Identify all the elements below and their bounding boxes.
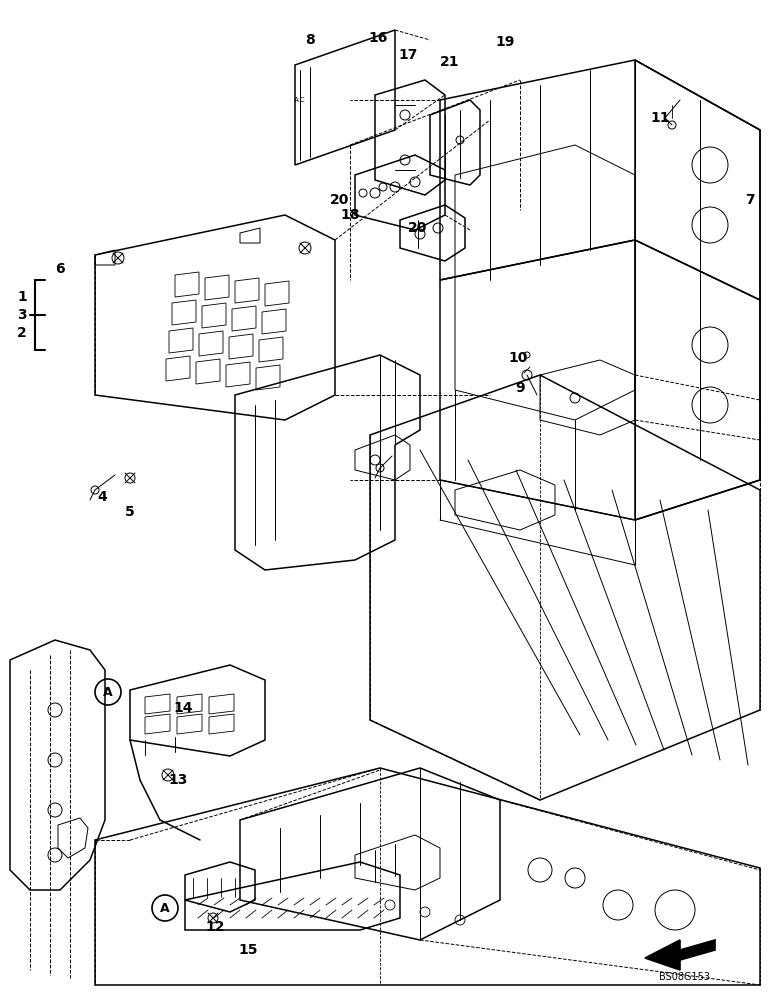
Text: 11: 11 <box>650 111 670 125</box>
Text: 19: 19 <box>496 35 515 49</box>
Text: 9: 9 <box>515 381 525 395</box>
Text: 16: 16 <box>368 31 388 45</box>
Text: 15: 15 <box>239 943 258 957</box>
Text: A.C: A.C <box>294 97 306 103</box>
Text: 20: 20 <box>408 221 428 235</box>
Text: 14: 14 <box>173 701 193 715</box>
Polygon shape <box>645 940 715 970</box>
Text: 5: 5 <box>125 505 135 519</box>
Text: 1: 1 <box>17 290 27 304</box>
Text: 13: 13 <box>168 773 188 787</box>
Text: 4: 4 <box>97 490 107 504</box>
Text: A: A <box>103 686 113 698</box>
Text: 12: 12 <box>205 920 225 934</box>
Text: A: A <box>160 902 170 914</box>
Text: BS08G153: BS08G153 <box>659 972 710 982</box>
Text: 7: 7 <box>745 193 755 207</box>
Text: 17: 17 <box>398 48 418 62</box>
Text: 3: 3 <box>17 308 27 322</box>
Text: 18: 18 <box>340 208 360 222</box>
Text: 10: 10 <box>508 351 528 365</box>
Text: 20: 20 <box>330 193 350 207</box>
Text: 8: 8 <box>305 33 315 47</box>
Text: 2: 2 <box>17 326 27 340</box>
Text: 21: 21 <box>440 55 460 69</box>
Text: 6: 6 <box>55 262 65 276</box>
